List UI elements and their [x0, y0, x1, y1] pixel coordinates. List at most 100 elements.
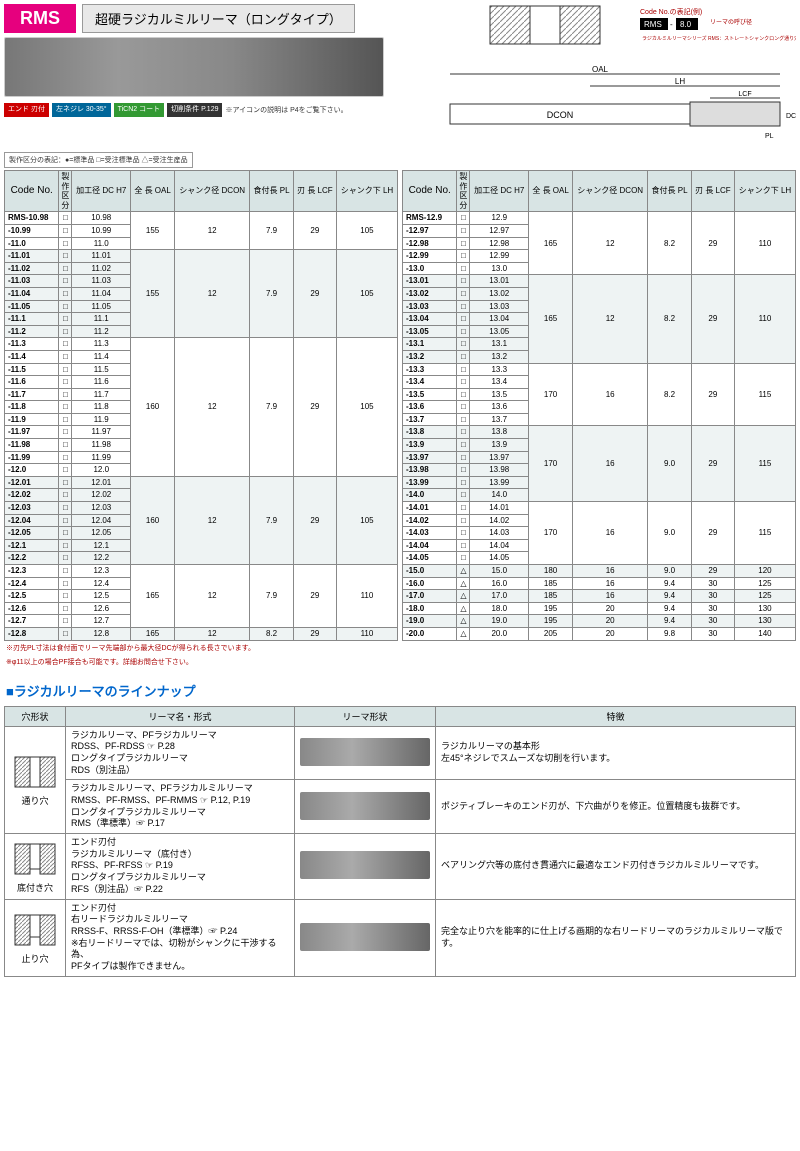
- dimension-diagram: Code No.の表記(例) RMS - 8.0 リーマの呼び径 ラジカルミルリ…: [404, 4, 796, 144]
- cell-lcf: 29: [691, 565, 734, 578]
- badge-helix: 左ネジレ 30-35°: [52, 103, 111, 117]
- cell-mark: □: [59, 350, 72, 363]
- cell-code: -13.9: [403, 439, 457, 452]
- table-row: -11.3□11.3160127.929105: [5, 338, 398, 351]
- cell-pl: 9.0: [648, 502, 692, 565]
- cell-code: -11.03: [5, 275, 59, 288]
- cell-code: -17.0: [403, 590, 457, 603]
- cell-lh: 105: [336, 476, 397, 564]
- cell-code: -13.98: [403, 464, 457, 477]
- cell-code: -13.3: [403, 363, 457, 376]
- table-row: -11.01□11.01155127.929105: [5, 250, 398, 263]
- th-code: Code No.: [5, 171, 59, 212]
- cell-code: -11.05: [5, 300, 59, 313]
- cell-pl: 9.8: [648, 627, 692, 640]
- cell-mark: □: [59, 363, 72, 376]
- table-row: -17.0△17.0185169.430125: [403, 590, 796, 603]
- cell-mark: □: [457, 502, 470, 515]
- cell-code: -14.04: [403, 539, 457, 552]
- cell-mark: □: [457, 325, 470, 338]
- cell-pl: 9.4: [648, 577, 692, 590]
- table-row: -15.0△15.0180169.029120: [403, 565, 796, 578]
- cell-dcon: 12: [175, 250, 250, 338]
- cell-mark: □: [59, 502, 72, 515]
- legend: 製作区分の表記：●=標準品 □=受注標準品 △=受注生産品: [4, 152, 193, 168]
- cell-mark: □: [59, 464, 72, 477]
- cell-code: -19.0: [403, 615, 457, 628]
- cell-oal: 155: [131, 212, 175, 250]
- th-pl: 食付長 PL: [250, 171, 294, 212]
- cell-mark: □: [457, 464, 470, 477]
- cell-dcon: 16: [573, 426, 648, 502]
- lineup-table: 穴形状 リーマ名・形式 リーマ形状 特徴 通り穴ラジカルリーマ、PFラジカルリー…: [4, 706, 796, 977]
- cell-feature: ポジティブレーキのエンド刃が、下穴曲がりを修正。位置精度も抜群です。: [436, 780, 796, 834]
- cell-mark: □: [59, 275, 72, 288]
- cell-code: -13.97: [403, 451, 457, 464]
- badge-end: エンド 刃付: [4, 103, 49, 117]
- cell-dcon: 12: [573, 212, 648, 275]
- cell-mark: □: [59, 313, 72, 326]
- cell-mark: △: [457, 615, 470, 628]
- cell-dc: 20.0: [470, 627, 529, 640]
- cell-mark: □: [457, 224, 470, 237]
- cell-dc: 12.4: [72, 577, 131, 590]
- cell-code: -13.99: [403, 476, 457, 489]
- cell-dc: 12.5: [72, 590, 131, 603]
- cell-dc: 12.8: [72, 627, 131, 640]
- table-row: -18.0△18.0195209.430130: [403, 602, 796, 615]
- cell-mark: □: [457, 514, 470, 527]
- cell-code: -11.0: [5, 237, 59, 250]
- cell-mark: □: [457, 388, 470, 401]
- cell-code: -11.4: [5, 350, 59, 363]
- cell-code: -16.0: [403, 577, 457, 590]
- cell-dc: 12.6: [72, 602, 131, 615]
- svg-text:RMS: RMS: [644, 20, 662, 29]
- cell-hole: 底付き穴: [5, 834, 66, 899]
- cell-lh: 120: [734, 565, 795, 578]
- th-dc: 加工径 DC H7: [72, 171, 131, 212]
- cell-dc: 13.7: [470, 413, 529, 426]
- cell-dcon: 16: [573, 502, 648, 565]
- cell-dc: 11.7: [72, 388, 131, 401]
- table-row: -12.8□12.8165128.229110: [5, 627, 398, 640]
- cell-mark: □: [59, 627, 72, 640]
- product-code-badge: RMS: [4, 4, 76, 33]
- lineup-row: 止り穴エンド刃付 右リードラジカルミルリーマ RRSS-F、RRSS-F-OH（…: [5, 899, 796, 976]
- cell-pl: 9.0: [648, 426, 692, 502]
- svg-text:Code No.の表記(例): Code No.の表記(例): [640, 7, 702, 16]
- th-dc: 加工径 DC H7: [470, 171, 529, 212]
- cell-lcf: 30: [691, 627, 734, 640]
- cell-oal: 185: [529, 577, 573, 590]
- cell-lcf: 29: [691, 275, 734, 363]
- cell-oal: 205: [529, 627, 573, 640]
- cell-code: -12.02: [5, 489, 59, 502]
- cell-lh: 105: [336, 338, 397, 477]
- cell-name: ラジカルミルリーマ、PFラジカルミルリーマ RMSS、PF-RMSS、PF-RM…: [66, 780, 295, 834]
- cell-pl: 9.4: [648, 615, 692, 628]
- cell-dc: 13.6: [470, 401, 529, 414]
- cell-lcf: 29: [691, 502, 734, 565]
- th-dcon: シャンク径 DCON: [175, 171, 250, 212]
- cell-feature: ベアリング穴等の底付き貫通穴に最適なエンド刃付きラジカルミルリーマです。: [436, 834, 796, 899]
- cell-code: -11.99: [5, 451, 59, 464]
- svg-text:OAL: OAL: [592, 65, 609, 74]
- cell-code: -20.0: [403, 627, 457, 640]
- cell-dc: 11.02: [72, 262, 131, 275]
- cell-dc: 13.05: [470, 325, 529, 338]
- cell-mark: □: [457, 552, 470, 565]
- cell-code: -12.97: [403, 224, 457, 237]
- cell-code: -13.2: [403, 350, 457, 363]
- cell-dc: 10.99: [72, 224, 131, 237]
- cell-mark: □: [457, 350, 470, 363]
- th-oal: 全 長 OAL: [529, 171, 573, 212]
- cell-name: エンド刃付 右リードラジカルミルリーマ RRSS-F、RRSS-F-OH（準標準…: [66, 899, 295, 976]
- cell-dcon: 12: [175, 627, 250, 640]
- cell-dc: 11.8: [72, 401, 131, 414]
- cell-mark: □: [59, 300, 72, 313]
- cell-hole: 通り穴: [5, 726, 66, 834]
- th-hole: 穴形状: [5, 706, 66, 726]
- footnote-1: ※刃先PL寸法は食付面でリーマ先端部から最大径DCが得られる長さでいます。: [0, 641, 800, 655]
- cell-mark: □: [59, 401, 72, 414]
- cell-mark: □: [59, 287, 72, 300]
- cell-code: -12.04: [5, 514, 59, 527]
